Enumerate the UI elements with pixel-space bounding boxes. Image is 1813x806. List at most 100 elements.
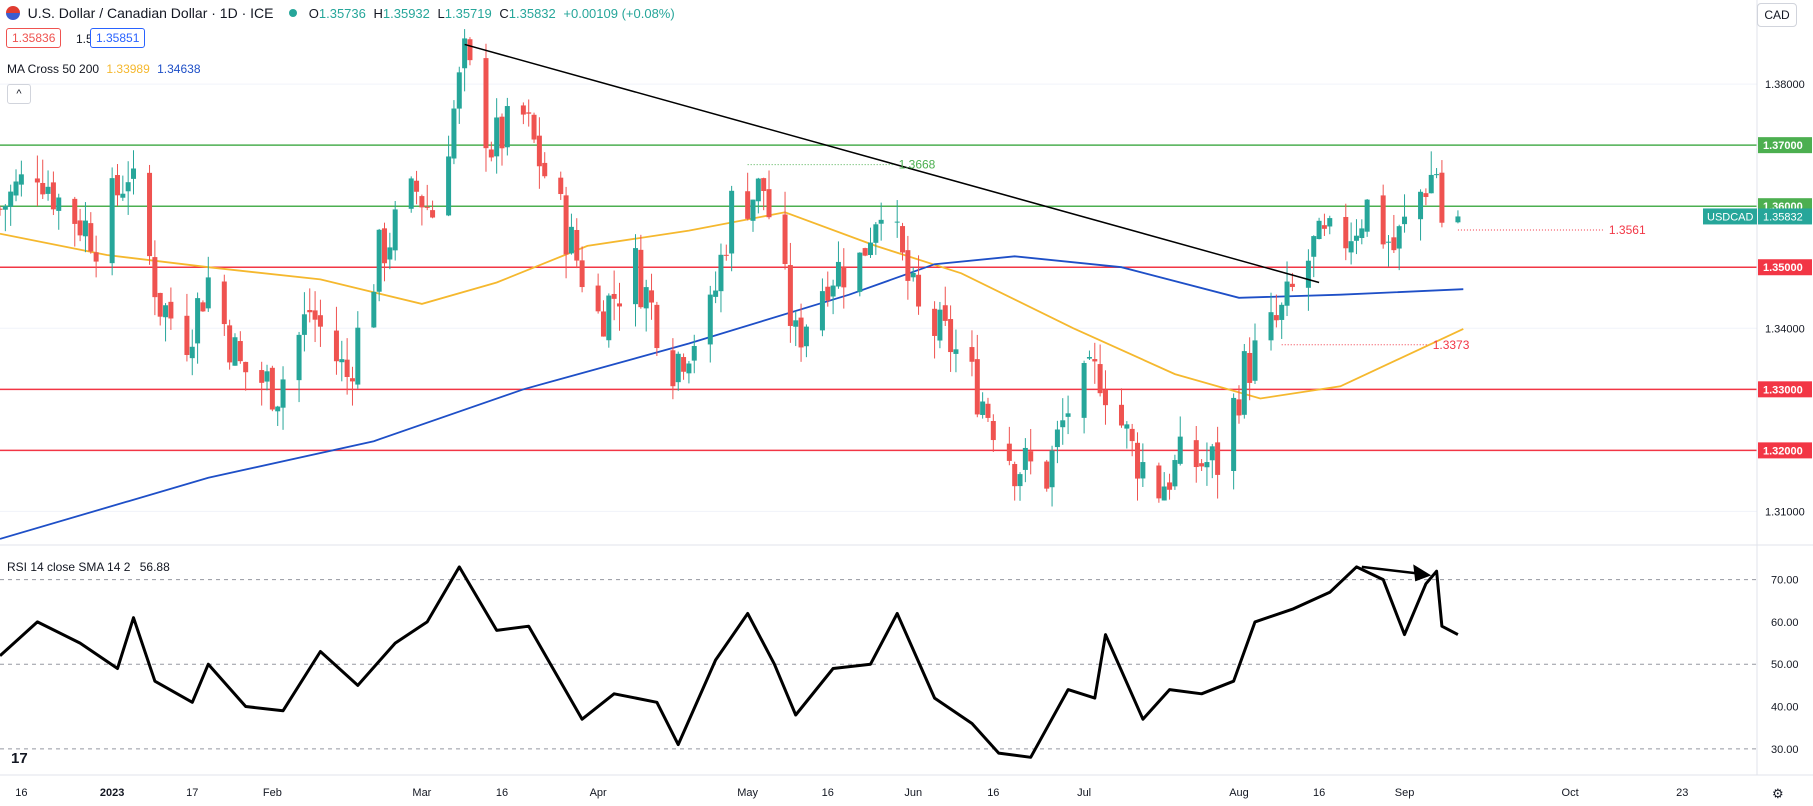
candle-down	[483, 58, 489, 149]
candle-up	[13, 181, 19, 196]
candle-down	[916, 274, 922, 307]
ma-legend[interactable]: MA Cross 50 200 1.33989 1.34638	[7, 62, 201, 76]
sell-price-button[interactable]: 1.35836	[6, 28, 62, 48]
candle-down	[227, 325, 233, 363]
candle-down	[237, 341, 243, 362]
candle-up	[793, 320, 799, 327]
candle-up	[120, 193, 126, 198]
spread-value: 1.5	[76, 32, 93, 46]
rsi-tick-label: 50.00	[1771, 659, 1799, 671]
time-tick-label: Feb	[263, 787, 282, 799]
candle-up	[109, 178, 115, 264]
candle-up	[280, 379, 286, 408]
candle-up	[1353, 235, 1359, 241]
candle-up	[643, 287, 649, 309]
candle-up	[1279, 304, 1285, 320]
rsi-legend[interactable]: RSI 14 close SMA 14 2 56.88	[7, 560, 170, 574]
candle-up	[56, 197, 62, 211]
candle-down	[1215, 442, 1221, 475]
candle-down	[900, 226, 906, 253]
candle-up	[205, 277, 211, 309]
candle-down	[1321, 225, 1327, 229]
candle-up	[1305, 260, 1311, 288]
price-tick-label: 1.31000	[1765, 506, 1805, 518]
rsi-value: 56.88	[139, 560, 170, 574]
rsi-tick-label: 70.00	[1771, 575, 1799, 587]
ohlc-close: 1.35832	[508, 6, 556, 21]
time-tick-label: 17	[186, 787, 198, 799]
candle-up	[301, 314, 307, 335]
horizontal-levels	[0, 144, 1757, 452]
candle-down	[536, 135, 542, 167]
candle-down	[782, 214, 788, 265]
candle-down	[1423, 193, 1429, 197]
candle-down	[344, 359, 350, 377]
time-tick-label: Jul	[1077, 787, 1091, 799]
candle-up	[1311, 236, 1317, 257]
candle-up	[1140, 462, 1146, 479]
candle-down	[259, 370, 265, 383]
candle-down	[520, 105, 526, 115]
candle-down	[184, 315, 190, 355]
candle-up	[1359, 228, 1365, 239]
candle-up	[1231, 397, 1237, 471]
candle-up	[163, 305, 169, 318]
level-annotations: 1.3668 1.3561 1.3373	[747, 158, 1646, 352]
candle-up	[18, 174, 24, 185]
collapse-legend-button[interactable]: ^	[7, 84, 31, 104]
candle-up	[1086, 357, 1092, 359]
candle-up	[1060, 420, 1066, 428]
candle-up	[568, 226, 574, 254]
candle-down	[611, 293, 617, 299]
settings-gear-icon[interactable]: ⚙	[1772, 786, 1784, 801]
time-axis[interactable]: 16 2023 17 Feb Mar 16 Apr May 16 Jun 16 Jul Aug 16 Sep…	[15, 787, 1688, 799]
candle-up	[1348, 241, 1354, 253]
flag-icon	[6, 6, 20, 20]
candle-down	[1236, 399, 1242, 416]
candle-down	[1102, 390, 1108, 406]
time-tick-label: 16	[496, 787, 508, 799]
candle-up	[873, 224, 879, 243]
candle-up	[857, 252, 863, 292]
price-axis[interactable]: 1.310001.320001.330001.340001.350001.360…	[1703, 0, 1812, 775]
currency-button[interactable]: CAD	[1757, 3, 1797, 27]
level-label: 1.3561	[1609, 223, 1646, 237]
candle-down	[168, 301, 174, 319]
candle-down	[333, 330, 339, 362]
ohlc-close-label: C	[499, 6, 509, 21]
time-tick-label: 23	[1676, 787, 1688, 799]
time-tick-label: Aug	[1229, 787, 1249, 799]
candle-down	[488, 149, 494, 158]
candle-up	[1065, 413, 1071, 417]
candle-up	[1124, 424, 1130, 429]
last-price-tag-text: 1.35832	[1763, 211, 1803, 223]
candle-up	[729, 190, 735, 254]
level-label: 1.3668	[899, 158, 936, 172]
price-level-tag-text: 1.35000	[1763, 262, 1803, 274]
symbol-title[interactable]: U.S. Dollar / Canadian Dollar · 1D · ICE	[27, 5, 274, 21]
candle-down	[654, 304, 660, 349]
candle-up	[633, 248, 639, 305]
buy-price-button[interactable]: 1.35851	[90, 28, 146, 48]
candle-down	[558, 177, 564, 195]
rsi-tick-label: 40.00	[1771, 702, 1799, 714]
candle-up	[275, 406, 281, 412]
candle-up	[195, 298, 201, 344]
downward-trendline[interactable]	[464, 43, 1320, 284]
ma200-line	[0, 255, 1464, 540]
candle-down	[312, 310, 318, 320]
candle-up	[45, 186, 51, 194]
candle-up	[1364, 199, 1370, 232]
candle-down	[40, 182, 46, 195]
candle-down	[841, 266, 847, 288]
ma50-value: 1.33989	[106, 62, 150, 76]
candle-down	[200, 302, 206, 312]
rsi-tick-label: 30.00	[1771, 744, 1799, 756]
tradingview-logo: 17	[11, 750, 28, 767]
candle-down	[50, 182, 56, 210]
candle-up	[937, 309, 943, 341]
price-level-tag	[1758, 442, 1812, 459]
trendline[interactable]	[464, 43, 1320, 284]
candle-down	[787, 265, 793, 326]
